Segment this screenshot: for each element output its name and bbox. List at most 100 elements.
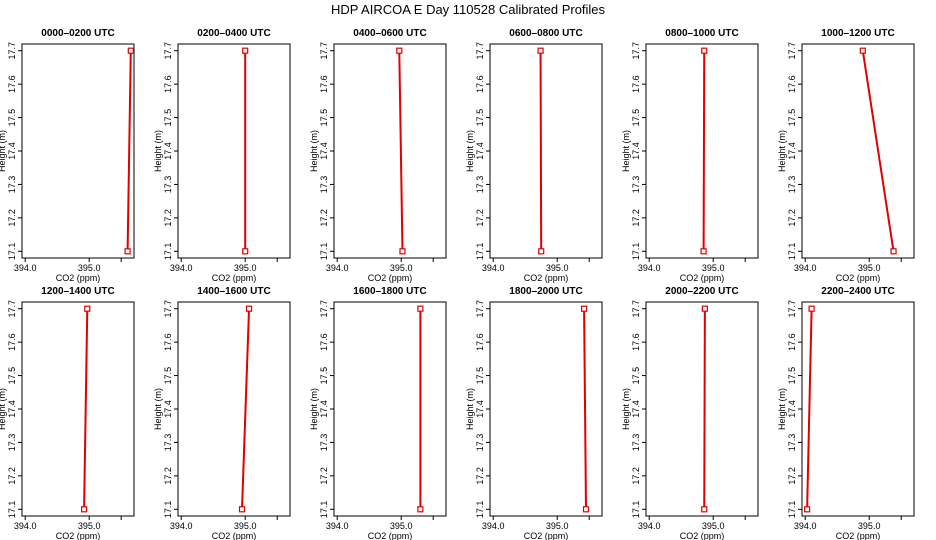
- y-tick-label: 17.1: [319, 243, 329, 261]
- x-tick-label: 395.0: [390, 521, 413, 531]
- y-tick-label: 17.5: [631, 109, 641, 127]
- y-tick-label: 17.4: [163, 142, 173, 160]
- panel-title: 1600–1800 UTC: [353, 286, 426, 297]
- panel-title: 0800–1000 UTC: [665, 28, 738, 39]
- y-tick-label: 17.3: [7, 434, 17, 452]
- y-tick-label: 17.4: [475, 400, 485, 418]
- profile-line: [83, 308, 89, 510]
- y-tick-label: 17.5: [319, 367, 329, 385]
- y-tick-label: 17.7: [163, 42, 173, 60]
- y-tick-label: 17.7: [631, 300, 641, 318]
- y-tick-label: 17.3: [787, 434, 797, 452]
- y-axis-label: Height (m): [465, 130, 475, 172]
- y-axis-label: Height (m): [777, 388, 787, 430]
- data-point: [396, 47, 403, 54]
- x-tick-label: 394.0: [482, 521, 505, 531]
- panel-title: 0400–0600 UTC: [353, 28, 426, 39]
- profile-line: [126, 50, 132, 252]
- y-tick-label: 17.6: [475, 333, 485, 351]
- y-tick-label: 17.2: [7, 209, 17, 227]
- y-tick-label: 17.1: [163, 243, 173, 261]
- y-tick-label: 17.6: [163, 333, 173, 351]
- x-tick-label: 394.0: [638, 521, 661, 531]
- data-point: [80, 506, 88, 513]
- plot-frame: [801, 43, 915, 259]
- y-tick-label: 17.5: [319, 109, 329, 127]
- panel-title: 2200–2400 UTC: [821, 286, 894, 297]
- y-tick-label: 17.4: [631, 400, 641, 418]
- x-tick-label: 395.0: [78, 521, 101, 531]
- panel-title: 1400–1600 UTC: [197, 286, 270, 297]
- plot-frame: [177, 301, 291, 517]
- y-tick-label: 17.7: [163, 300, 173, 318]
- plot-frame: [333, 43, 447, 259]
- plot-frame: [177, 43, 291, 259]
- y-tick-label: 17.2: [631, 209, 641, 227]
- x-tick-label: 395.0: [234, 263, 257, 273]
- y-tick-label: 17.6: [631, 333, 641, 351]
- y-axis-label: Height (m): [309, 130, 319, 172]
- x-tick-label: 394.0: [794, 263, 817, 273]
- x-tick-label: 395.0: [234, 521, 257, 531]
- y-tick-label: 17.2: [319, 467, 329, 485]
- y-axis-label: Height (m): [465, 388, 475, 430]
- y-tick-label: 17.1: [631, 501, 641, 519]
- y-tick-label: 17.7: [475, 42, 485, 60]
- y-tick-label: 17.4: [475, 142, 485, 160]
- y-tick-label: 17.6: [787, 75, 797, 93]
- y-axis-label: Height (m): [153, 130, 163, 172]
- profile-line: [241, 308, 251, 510]
- y-tick-label: 17.5: [787, 367, 797, 385]
- x-axis-label: CO2 (ppm): [212, 273, 257, 283]
- y-tick-label: 17.7: [787, 300, 797, 318]
- y-tick-label: 17.2: [163, 467, 173, 485]
- data-point: [808, 305, 815, 312]
- y-tick-label: 17.1: [163, 501, 173, 519]
- x-tick-label: 395.0: [546, 521, 569, 531]
- panel-title: 0200–0400 UTC: [197, 28, 270, 39]
- y-tick-label: 17.3: [319, 434, 329, 452]
- y-tick-label: 17.3: [631, 176, 641, 194]
- y-tick-label: 17.2: [163, 209, 173, 227]
- panel-title: 1800–2000 UTC: [509, 286, 582, 297]
- x-axis-label: CO2 (ppm): [836, 531, 881, 540]
- y-tick-label: 17.7: [319, 42, 329, 60]
- x-tick-label: 394.0: [326, 521, 349, 531]
- y-axis-label: Height (m): [153, 388, 163, 430]
- y-tick-label: 17.2: [475, 209, 485, 227]
- panel-title: 1000–1200 UTC: [821, 28, 894, 39]
- x-axis-label: CO2 (ppm): [56, 531, 101, 540]
- profile-line: [539, 50, 543, 252]
- y-tick-label: 17.4: [631, 142, 641, 160]
- y-tick-label: 17.2: [475, 467, 485, 485]
- x-tick-label: 395.0: [390, 263, 413, 273]
- y-axis-label: Height (m): [0, 388, 7, 430]
- y-tick-label: 17.5: [163, 109, 173, 127]
- data-point: [538, 248, 545, 255]
- y-tick-label: 17.7: [7, 42, 17, 60]
- x-tick-label: 394.0: [14, 263, 37, 273]
- panel-title: 2000–2200 UTC: [665, 286, 738, 297]
- data-point: [238, 506, 246, 513]
- profile-line: [861, 50, 895, 252]
- x-tick-label: 395.0: [546, 263, 569, 273]
- y-tick-label: 17.5: [787, 109, 797, 127]
- y-tick-label: 17.6: [475, 75, 485, 93]
- y-tick-label: 17.3: [163, 176, 173, 194]
- data-point: [859, 47, 866, 54]
- y-tick-label: 17.2: [787, 467, 797, 485]
- y-tick-label: 17.5: [163, 367, 173, 385]
- x-axis-label: CO2 (ppm): [56, 273, 101, 283]
- x-tick-label: 395.0: [702, 521, 725, 531]
- y-tick-label: 17.4: [7, 142, 17, 160]
- data-point: [537, 47, 544, 54]
- y-tick-label: 17.6: [319, 75, 329, 93]
- y-tick-label: 17.2: [7, 467, 17, 485]
- y-tick-label: 17.1: [787, 501, 797, 519]
- data-point: [890, 248, 897, 255]
